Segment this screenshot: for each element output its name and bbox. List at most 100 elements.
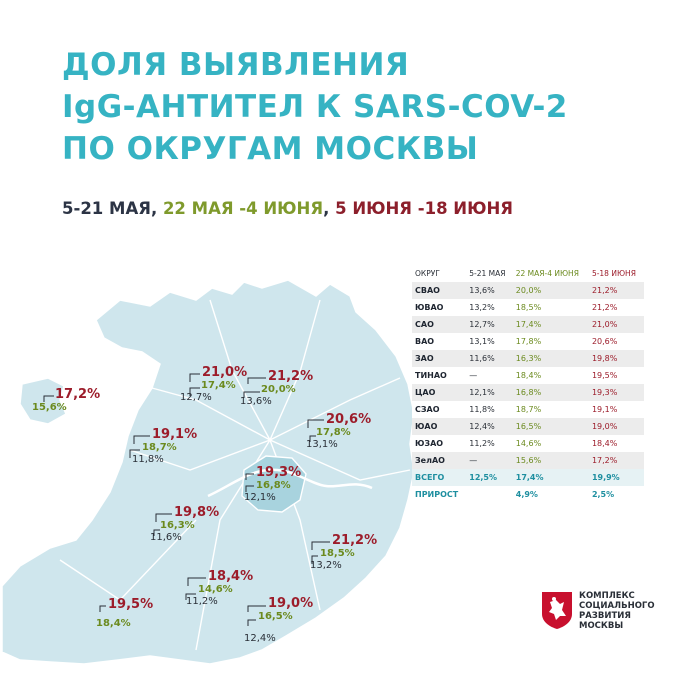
table-total-row: ВСЕГО 12,5% 17,4% 19,9% bbox=[412, 469, 644, 486]
table-growth-row: ПРИРОСТ 4,9% 2,5% bbox=[412, 486, 644, 503]
cell-district: САО bbox=[412, 316, 467, 333]
value-may: 12,1% bbox=[244, 492, 276, 503]
moskva-river bbox=[207, 468, 373, 498]
table-row: СВАО 13,6% 20,0% 21,2% bbox=[412, 282, 644, 299]
cell-district: ЗелАО bbox=[412, 452, 467, 469]
cell-period-1: 12,7% bbox=[466, 316, 513, 333]
cell-period-1: — bbox=[466, 452, 513, 469]
map-label-tinao: 19,5% 18,4% bbox=[96, 598, 153, 630]
table-row: СЗАО 11,8% 18,7% 19,1% bbox=[412, 401, 644, 418]
value-may-jun: 18,4% bbox=[96, 618, 131, 629]
value-jun: 19,3% bbox=[256, 465, 302, 480]
cell-district: ЦАО bbox=[412, 384, 467, 401]
header-period-1: 5-21 МАЯ bbox=[469, 269, 506, 278]
cell-period-2: 18,5% bbox=[512, 299, 589, 316]
cao-shape bbox=[241, 455, 307, 513]
header-period-3: 5-18 ИЮНЯ bbox=[591, 269, 636, 278]
cell-period-2: 16,5% bbox=[512, 418, 589, 435]
value-may: 13,2% bbox=[310, 560, 342, 571]
total-period-1: 12,5% bbox=[466, 469, 513, 486]
value-may-jun: 15,6% bbox=[32, 402, 67, 413]
value-may-jun: 18,5% bbox=[320, 548, 355, 559]
cell-period-3: 21,2% bbox=[588, 299, 644, 316]
period-1: 5-21 МАЯ bbox=[62, 199, 151, 218]
logo-line-2: СОЦИАЛЬНОГО bbox=[579, 601, 655, 611]
value-jun: 19,5% bbox=[108, 597, 154, 612]
map-label-szao: 19,1% 18,7% 11,8% bbox=[128, 428, 197, 466]
title-line-2: IgG-АНТИТЕЛ К SARS-COV-2 bbox=[62, 89, 568, 125]
zelao-shape bbox=[19, 377, 67, 425]
cell-district: ЮЗАО bbox=[412, 435, 467, 452]
value-may: 13,6% bbox=[240, 396, 272, 407]
cell-period-2: 15,6% bbox=[512, 452, 589, 469]
value-may: 12,4% bbox=[244, 633, 276, 644]
title-line-3: ПО ОКРУГАМ МОСКВЫ bbox=[62, 131, 479, 167]
cell-period-2: 17,8% bbox=[512, 333, 589, 350]
cell-period-1: — bbox=[466, 367, 513, 384]
growth-period-3: 2,5% bbox=[588, 486, 644, 503]
growth-label: ПРИРОСТ bbox=[412, 486, 467, 503]
table-row: САО 12,7% 17,4% 21,0% bbox=[412, 316, 644, 333]
value-may-jun: 16,5% bbox=[258, 611, 293, 622]
growth-period-1 bbox=[466, 486, 513, 503]
cell-district: СВАО bbox=[412, 282, 467, 299]
value-jun: 19,1% bbox=[152, 427, 198, 442]
cell-period-2: 14,6% bbox=[512, 435, 589, 452]
cell-period-3: 19,1% bbox=[588, 401, 644, 418]
growth-period-2: 4,9% bbox=[512, 486, 589, 503]
value-jun: 21,0% bbox=[202, 365, 248, 380]
map-label-zelao: 17,2% 15,6% bbox=[32, 388, 100, 414]
cell-period-1: 13,2% bbox=[466, 299, 513, 316]
cell-period-2: 18,4% bbox=[512, 367, 589, 384]
value-jun: 17,2% bbox=[55, 387, 101, 402]
period-separator: , bbox=[150, 199, 163, 218]
logo-text: КОМПЛЕКС СОЦИАЛЬНОГО РАЗВИТИЯ МОСКВЫ bbox=[579, 591, 655, 631]
arrow-icon bbox=[43, 373, 330, 626]
table-row: ВАО 13,1% 17,8% 20,6% bbox=[412, 333, 644, 350]
cell-district: ЮВАО bbox=[412, 299, 467, 316]
cell-period-3: 17,2% bbox=[588, 452, 644, 469]
table-header-row: ОКРУГ 5-21 МАЯ 22 МАЯ-4 ИЮНЯ 5-18 ИЮНЯ bbox=[412, 265, 644, 282]
cell-period-3: 19,3% bbox=[588, 384, 644, 401]
cell-period-3: 20,6% bbox=[588, 333, 644, 350]
value-may-jun: 14,6% bbox=[198, 584, 233, 595]
cell-period-3: 18,4% bbox=[588, 435, 644, 452]
cell-period-2: 20,0% bbox=[512, 282, 589, 299]
cell-period-1: 12,4% bbox=[466, 418, 513, 435]
value-may-jun: 17,8% bbox=[316, 427, 351, 438]
cell-period-2: 16,3% bbox=[512, 350, 589, 367]
value-jun: 21,2% bbox=[268, 369, 314, 384]
logo-line-1: КОМПЛЕКС bbox=[579, 591, 635, 601]
table-row: ТИНАО —18,4% 19,5% bbox=[412, 367, 644, 384]
map-label-yuvao: 21,2% 18,5% 13,2% bbox=[310, 534, 377, 572]
value-may-jun: 20,0% bbox=[261, 384, 296, 395]
table-row: ЗАО 11,6% 16,3% 19,8% bbox=[412, 350, 644, 367]
cell-period-1: 13,6% bbox=[466, 282, 513, 299]
value-jun: 19,8% bbox=[174, 505, 220, 520]
map-label-svao: 21,2% 20,0% 13,6% bbox=[238, 370, 313, 408]
table-row: ЦАО 12,1% 16,8% 19,3% bbox=[412, 384, 644, 401]
cell-period-1: 11,2% bbox=[466, 435, 513, 452]
value-may: 11,6% bbox=[150, 532, 182, 543]
cell-period-1: 12,1% bbox=[466, 384, 513, 401]
cell-period-3: 19,0% bbox=[588, 418, 644, 435]
cell-period-2: 16,8% bbox=[512, 384, 589, 401]
header-period-2: 22 МАЯ-4 ИЮНЯ bbox=[515, 269, 579, 278]
cell-period-3: 19,8% bbox=[588, 350, 644, 367]
value-may: 12,7% bbox=[180, 392, 212, 403]
total-period-2: 17,4% bbox=[512, 469, 589, 486]
cell-period-1: 13,1% bbox=[466, 333, 513, 350]
period-legend: 5-21 МАЯ, 22 МАЯ -4 ИЮНЯ, 5 ИЮНЯ -18 ИЮН… bbox=[62, 199, 513, 218]
cell-district: ТИНАО bbox=[412, 367, 467, 384]
cell-district: ЮАО bbox=[412, 418, 467, 435]
cell-district: ЗАО bbox=[412, 350, 467, 367]
total-label: ВСЕГО bbox=[412, 469, 467, 486]
map-label-yuao: 19,0% 16,5% 12,4% bbox=[244, 597, 313, 645]
cell-period-3: 21,2% bbox=[588, 282, 644, 299]
value-may: 13,1% bbox=[306, 439, 338, 450]
table-row: ЮЗАО 11,2% 14,6% 18,4% bbox=[412, 435, 644, 452]
logo-line-4: МОСКВЫ bbox=[579, 621, 624, 631]
value-jun: 20,6% bbox=[326, 412, 372, 427]
logo-line-3: РАЗВИТИЯ bbox=[579, 611, 631, 621]
